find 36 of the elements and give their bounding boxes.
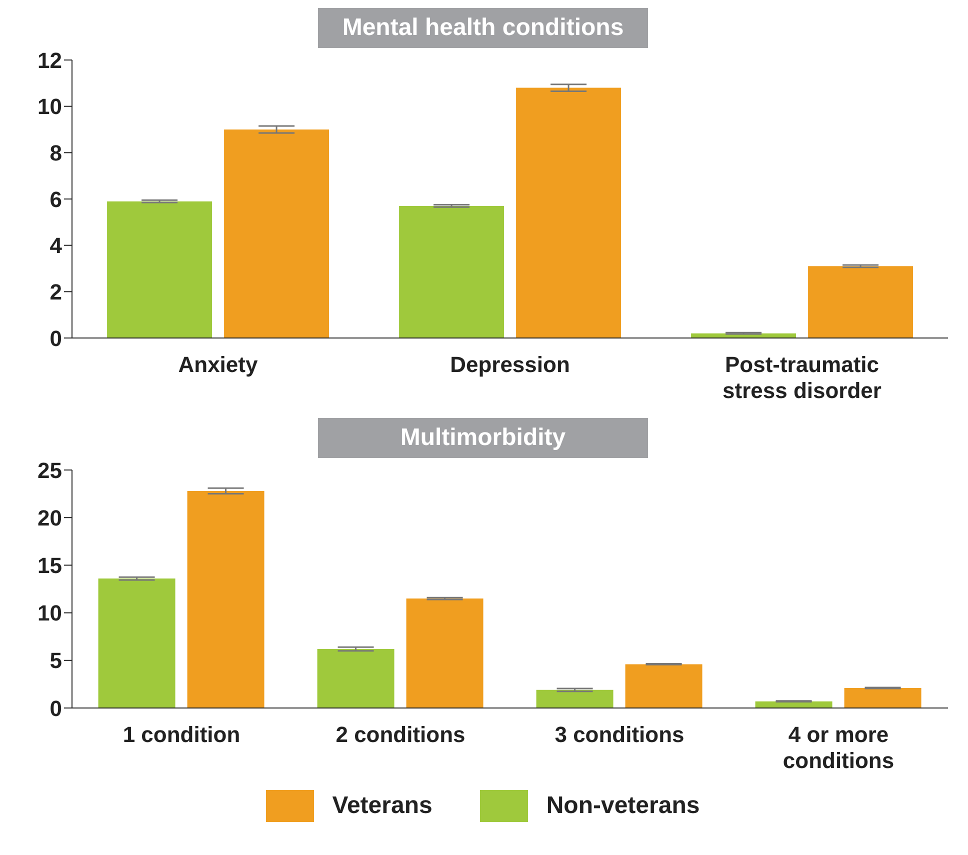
- chart-title: Multimorbidity: [318, 418, 648, 458]
- y-tick-label: 8: [50, 140, 62, 166]
- bar: [317, 648, 394, 708]
- y-tick-label: 6: [50, 186, 62, 212]
- bar: [536, 690, 614, 708]
- y-tick-label: 10: [38, 94, 62, 120]
- y-tick-label: 5: [50, 648, 62, 674]
- chart-title: Mental health conditions: [318, 8, 648, 48]
- x-tick-label: Depression: [450, 352, 570, 377]
- x-tick-label: 2 conditions: [336, 722, 466, 747]
- y-tick-label: 10: [38, 600, 62, 626]
- y-tick-label: 0: [50, 696, 62, 721]
- legend-label: Non-veterans: [546, 792, 700, 820]
- bar: [808, 266, 914, 338]
- y-tick-label: 15: [38, 553, 62, 578]
- x-tick-label: 1 condition: [122, 722, 240, 747]
- bar: [399, 206, 504, 338]
- x-tick-label: 3 conditions: [554, 722, 684, 747]
- bar: [187, 490, 264, 708]
- bar: [406, 598, 484, 708]
- bar: [224, 130, 330, 338]
- legend-label: Veterans: [332, 792, 432, 820]
- y-tick-label: 12: [38, 48, 62, 73]
- x-tick-label: 4 or more conditions: [782, 722, 894, 773]
- bar: [516, 88, 622, 338]
- bar: [844, 688, 922, 708]
- y-tick-label: 20: [38, 505, 62, 530]
- x-tick-label: Anxiety: [178, 352, 258, 377]
- y-tick-label: 2: [50, 279, 62, 304]
- y-tick-label: 4: [50, 233, 63, 258]
- y-tick-label: 0: [50, 326, 62, 351]
- bar: [625, 664, 702, 708]
- bar: [98, 578, 176, 708]
- y-tick-label: 25: [38, 458, 62, 483]
- bar: [107, 201, 212, 338]
- x-tick-label: Post-traumatic stress disorder: [722, 352, 882, 403]
